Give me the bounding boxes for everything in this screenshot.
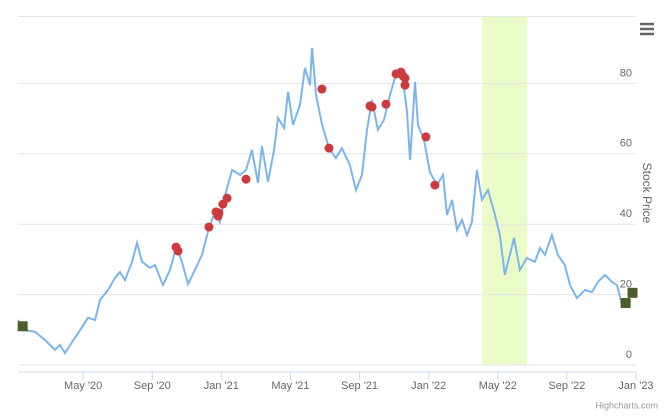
x-tick-label: May '22 — [479, 380, 517, 392]
point-marker — [222, 193, 232, 203]
point-marker — [204, 222, 214, 232]
x-tick-label: May '20 — [64, 380, 102, 392]
point-marker — [430, 180, 440, 190]
square-marker — [17, 321, 28, 332]
credits: Highcharts.com — [595, 400, 658, 410]
price-line — [17, 47, 627, 355]
x-tick-label: May '21 — [271, 380, 309, 392]
point-marker — [214, 208, 224, 218]
square-marker — [627, 287, 638, 298]
point-marker — [381, 99, 391, 109]
point-marker — [241, 174, 251, 184]
x-tick-label: Sep '21 — [341, 380, 378, 392]
y-axis-title: Stock Price — [640, 163, 654, 224]
y-tick-label: 0 — [626, 349, 632, 361]
point-marker — [324, 143, 334, 153]
point-marker — [400, 80, 410, 90]
x-tick-label: Jan '22 — [411, 380, 446, 392]
point-marker — [421, 132, 431, 142]
x-tick-label: Sep '20 — [134, 380, 171, 392]
point-marker — [317, 84, 327, 94]
square-marker — [620, 298, 631, 309]
plot-band — [482, 16, 528, 365]
y-tick-label: 40 — [620, 208, 632, 220]
x-tick-label: Jan '23 — [618, 380, 653, 392]
x-tick-label: Sep '22 — [548, 380, 585, 392]
point-marker — [173, 246, 183, 256]
y-tick-label: 60 — [620, 138, 632, 150]
y-tick-label: 20 — [620, 279, 632, 291]
y-tick-label: 80 — [620, 67, 632, 79]
x-tick-label: Jan '21 — [204, 380, 239, 392]
point-marker — [400, 73, 410, 83]
point-marker — [367, 102, 377, 112]
menu-button[interactable] — [636, 18, 658, 40]
